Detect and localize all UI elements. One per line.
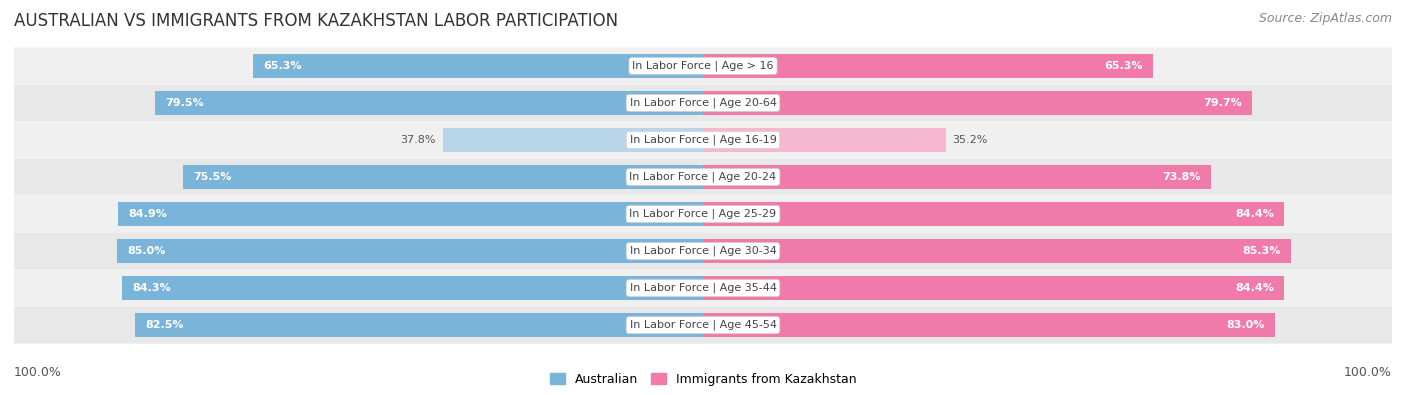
Bar (703, 165, 1212, 189)
FancyBboxPatch shape (14, 196, 1392, 233)
Text: In Labor Force | Age 16-19: In Labor Force | Age 16-19 (630, 135, 776, 145)
Bar (118, 202, 703, 226)
Text: 65.3%: 65.3% (1104, 61, 1143, 71)
Text: 84.3%: 84.3% (132, 283, 172, 293)
Text: 35.2%: 35.2% (952, 135, 988, 145)
Text: 79.5%: 79.5% (166, 98, 204, 108)
Text: 37.8%: 37.8% (401, 135, 436, 145)
Text: 85.0%: 85.0% (128, 246, 166, 256)
Text: In Labor Force | Age 30-34: In Labor Force | Age 30-34 (630, 246, 776, 256)
Bar (703, 239, 1291, 263)
Text: 84.4%: 84.4% (1236, 209, 1274, 219)
Text: Source: ZipAtlas.com: Source: ZipAtlas.com (1258, 12, 1392, 25)
Text: In Labor Force | Age 20-64: In Labor Force | Age 20-64 (630, 98, 776, 108)
Bar (703, 313, 1275, 337)
FancyBboxPatch shape (14, 121, 1392, 158)
Text: 75.5%: 75.5% (193, 172, 232, 182)
Text: 84.9%: 84.9% (128, 209, 167, 219)
Text: In Labor Force | Age 35-44: In Labor Force | Age 35-44 (630, 283, 776, 293)
Bar (703, 91, 1253, 115)
Bar (703, 54, 1153, 78)
Text: In Labor Force | Age > 16: In Labor Force | Age > 16 (633, 61, 773, 71)
Text: 82.5%: 82.5% (145, 320, 183, 330)
FancyBboxPatch shape (14, 47, 1392, 85)
Bar (253, 54, 703, 78)
Text: 100.0%: 100.0% (14, 366, 62, 379)
Bar (443, 128, 703, 152)
Bar (703, 128, 945, 152)
Bar (122, 276, 703, 300)
Text: In Labor Force | Age 25-29: In Labor Force | Age 25-29 (630, 209, 776, 219)
Bar (703, 202, 1285, 226)
FancyBboxPatch shape (14, 233, 1392, 269)
Text: 65.3%: 65.3% (263, 61, 302, 71)
Text: 79.7%: 79.7% (1204, 98, 1241, 108)
Bar (183, 165, 703, 189)
Bar (117, 239, 703, 263)
FancyBboxPatch shape (14, 269, 1392, 307)
FancyBboxPatch shape (14, 85, 1392, 121)
Legend: Australian, Immigrants from Kazakhstan: Australian, Immigrants from Kazakhstan (544, 368, 862, 391)
Text: 100.0%: 100.0% (1344, 366, 1392, 379)
Text: In Labor Force | Age 45-54: In Labor Force | Age 45-54 (630, 320, 776, 330)
Text: 84.4%: 84.4% (1236, 283, 1274, 293)
Bar (135, 313, 703, 337)
Text: 83.0%: 83.0% (1226, 320, 1264, 330)
Text: 85.3%: 85.3% (1241, 246, 1281, 256)
Text: AUSTRALIAN VS IMMIGRANTS FROM KAZAKHSTAN LABOR PARTICIPATION: AUSTRALIAN VS IMMIGRANTS FROM KAZAKHSTAN… (14, 12, 619, 30)
Bar (155, 91, 703, 115)
Text: 73.8%: 73.8% (1163, 172, 1201, 182)
Bar (703, 276, 1285, 300)
Text: In Labor Force | Age 20-24: In Labor Force | Age 20-24 (630, 172, 776, 182)
FancyBboxPatch shape (14, 158, 1392, 196)
FancyBboxPatch shape (14, 307, 1392, 344)
